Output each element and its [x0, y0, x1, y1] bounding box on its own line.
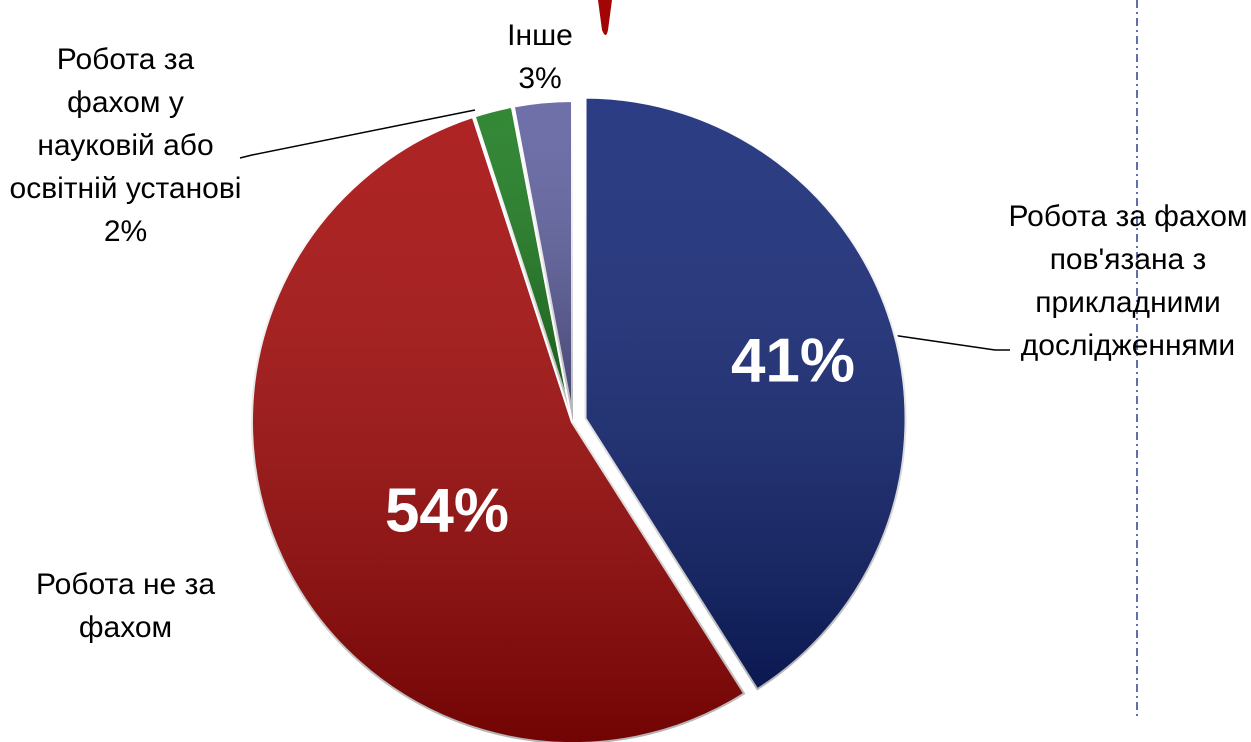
slice-label: Робота за фахом пов'язана з прикладними …: [1008, 195, 1248, 367]
category-label: Робота не за фахом: [35, 568, 216, 644]
category-label: Інше: [507, 19, 573, 52]
slice-shade: [251, 115, 746, 742]
value-label: 3%: [518, 62, 562, 95]
decoration: [598, 0, 612, 35]
slice-shade: [584, 96, 907, 691]
category-label: Робота за фахом у науковій або освітній …: [9, 43, 242, 205]
slice-shade: [473, 105, 573, 423]
category-label: Робота за фахом пов'язана з прикладними …: [1008, 200, 1248, 362]
slice-label: Робота за фахом у науковій або освітній …: [8, 38, 243, 253]
slice-label: Робота не за фахом: [8, 563, 243, 649]
value-label: 41%: [731, 326, 855, 395]
leader-line: [891, 334, 1010, 351]
slice-label: Інше 3%: [480, 14, 600, 100]
leader-line: [239, 109, 476, 159]
value-label: 2%: [103, 215, 148, 248]
slice-shade: [512, 100, 573, 422]
value-label: 54%: [385, 476, 509, 545]
